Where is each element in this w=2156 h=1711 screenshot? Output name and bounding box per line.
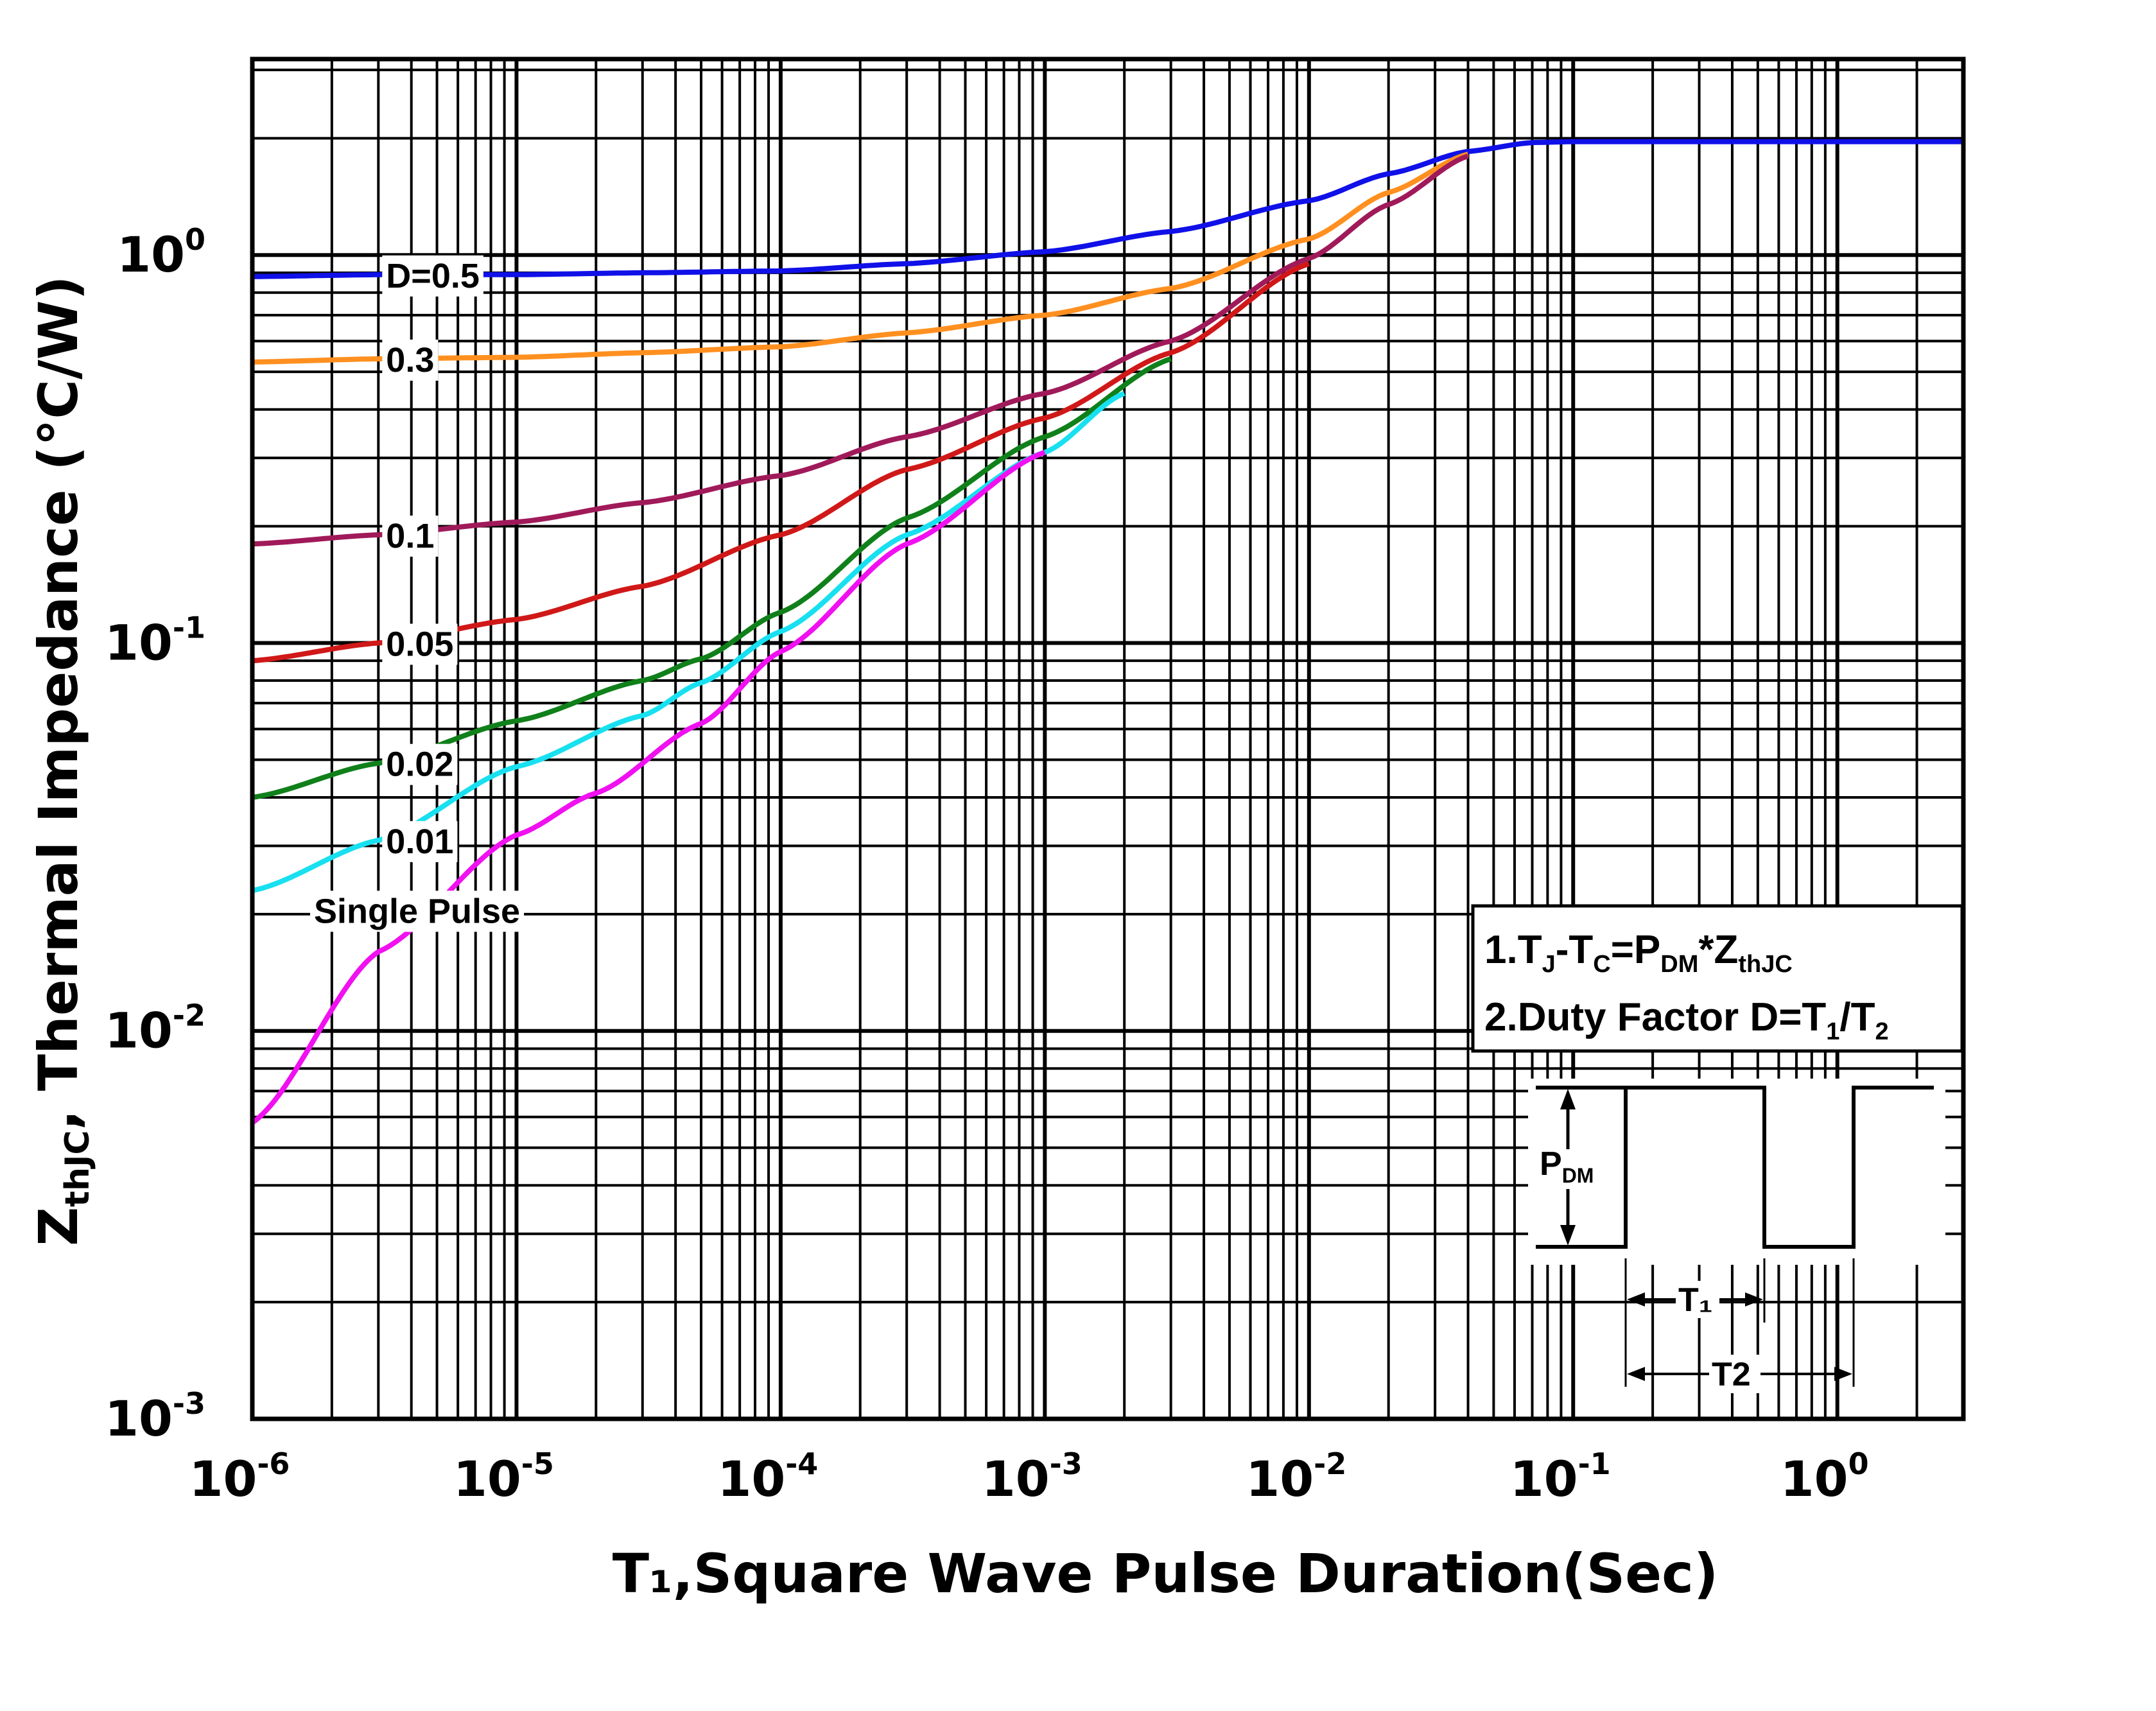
series-label-bg (309, 890, 525, 932)
series-label: 0.3 (386, 341, 434, 379)
series-label-bg (382, 516, 439, 557)
series-label-bg (382, 743, 458, 785)
note-line-1: 1.TJ-TC=PDM*ZthJC (1484, 928, 1793, 978)
series-label: D=0.5 (386, 257, 480, 295)
t2-label: T2 (1712, 1356, 1751, 1393)
y-tick-label: 10-2 (105, 998, 205, 1059)
note-1-b-sub: C (1593, 951, 1610, 978)
y-tick-label: 100 (117, 222, 205, 283)
series-label: 0.02 (386, 745, 453, 784)
x-tick-label: 100 (1780, 1446, 1869, 1507)
t1-arrowhead-left (1627, 1292, 1645, 1307)
series-label-bg (382, 821, 458, 862)
t1-arrowhead-right (1745, 1292, 1763, 1307)
note-2-b: /T (1839, 995, 1875, 1039)
note-2-a: 2.Duty Factor D=T (1484, 995, 1826, 1039)
pulse-diagram-background (1528, 1079, 1945, 1265)
pulse-waveform-main (1626, 1086, 1934, 1249)
y-axis-title: ZthJC, Thermal Impedance (°C/W) (27, 275, 97, 1246)
notes-frame (1471, 904, 1964, 1053)
t2-label-bg (1709, 1355, 1760, 1393)
pdm-arrowhead-up (1560, 1089, 1576, 1109)
pdm-sub: DM (1562, 1164, 1594, 1187)
note-1-b: -T (1556, 928, 1594, 972)
y-title-sub: thJC (58, 1130, 97, 1206)
x-tick-label: 10-6 (189, 1446, 290, 1507)
t2-arrowhead-left (1627, 1367, 1645, 1381)
note-1-a-sub: J (1542, 951, 1556, 978)
note-2-a-sub: 1 (1826, 1018, 1839, 1045)
pdm-label: PDM (1540, 1145, 1594, 1187)
series-label-bg (382, 255, 483, 297)
series-label: Single Pulse (314, 892, 520, 930)
curve-labels: D=0.5 0.3 0.1 0.05 0.02 0.01 Single Pulse (309, 255, 525, 932)
series-line (252, 152, 1469, 365)
tick-labels: 10-6 10-5 10-4 10-3 10-2 10-1 10010010-110-210… (105, 222, 1868, 1507)
pulse-waveform (1536, 1086, 1628, 1249)
t1-label-bg (1676, 1281, 1719, 1318)
x-tick-label: 10-3 (982, 1446, 1082, 1507)
note-2-b-sub: 2 (1875, 1018, 1889, 1045)
pdm-main: P (1540, 1145, 1562, 1183)
series-label-bg (382, 623, 458, 665)
x-axis-title: T₁,Square Wave Pulse Duration(Sec) (613, 1542, 1719, 1605)
note-1-c-sub: DM (1660, 951, 1698, 978)
note-1-d-sub: thJC (1738, 951, 1792, 978)
series-line (252, 153, 1469, 547)
plot-frame (250, 56, 1966, 1421)
pulse-diagram: PDM T₁ T2 (1528, 1079, 1945, 1393)
notes-box: 1.TJ-TC=PDM*ZthJC 2.Duty Factor D=T1/T2 (1471, 904, 1964, 1053)
x-tick-label: 10-4 (717, 1446, 818, 1507)
y-title-main: Z (27, 1207, 90, 1246)
series-label: 0.05 (386, 625, 453, 663)
series-label-bg (382, 339, 439, 381)
note-1-d: *Z (1698, 928, 1738, 972)
x-tick-label: 10-5 (453, 1446, 554, 1507)
pdm-arrowhead-down (1560, 1225, 1576, 1246)
y-tick-label: 10-1 (105, 610, 205, 671)
note-1-c: =P (1611, 928, 1661, 972)
note-1-a: 1.T (1484, 928, 1542, 972)
series-label: 0.1 (386, 517, 434, 555)
note-line-2: 2.Duty Factor D=T1/T2 (1484, 995, 1889, 1045)
y-tick-label: 10-3 (105, 1386, 205, 1447)
x-tick-label: 10-2 (1246, 1446, 1346, 1507)
series-label: 0.01 (386, 822, 453, 861)
t2-arrowhead-right (1834, 1367, 1852, 1381)
t1-label: T₁ (1678, 1281, 1712, 1319)
x-tick-label: 10-1 (1510, 1446, 1611, 1507)
series-line (252, 139, 1963, 279)
series-line (250, 449, 1046, 1125)
y-title-rest: , Thermal Impedance (°C/W) (27, 275, 90, 1130)
